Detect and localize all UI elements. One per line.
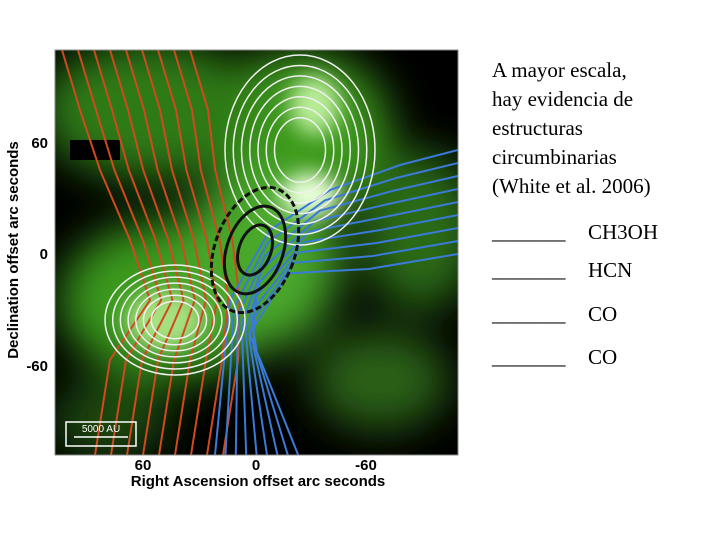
legend-line: _______ bbox=[491, 220, 566, 244]
red-contour bbox=[93, 50, 174, 455]
blue-contour bbox=[248, 253, 458, 455]
legend-line: _______ bbox=[491, 345, 566, 369]
blue-contour bbox=[252, 227, 458, 455]
white-contour bbox=[150, 300, 200, 340]
red-contour bbox=[125, 50, 196, 455]
legend-label: CH3OH bbox=[588, 220, 658, 244]
blue-contour bbox=[250, 240, 458, 455]
x-tick-label: 60 bbox=[135, 457, 152, 474]
blue-contour bbox=[244, 201, 458, 455]
legend-line: _______ bbox=[491, 302, 566, 326]
legend-label: CO bbox=[588, 302, 617, 326]
blue-contour bbox=[248, 214, 458, 455]
red-contour bbox=[141, 50, 208, 455]
white-contour bbox=[257, 96, 343, 204]
blue-contour bbox=[214, 149, 458, 455]
y-tick-label: -60 bbox=[26, 358, 48, 375]
white-contour bbox=[104, 264, 246, 376]
legend: _______ CH3OH _______ HCN _______ CO _______ CO bbox=[491, 220, 658, 369]
red-contour bbox=[61, 50, 152, 455]
white-contour bbox=[249, 85, 351, 215]
legend-label: CO bbox=[588, 345, 617, 369]
white-contour bbox=[127, 282, 223, 358]
x-tick-label: -60 bbox=[355, 457, 377, 474]
contour-image: 5000 AU bbox=[55, 50, 458, 455]
x-tick-label: 0 bbox=[252, 457, 260, 474]
blue-contour bbox=[240, 188, 458, 455]
black-contour bbox=[236, 223, 274, 277]
white-contour bbox=[119, 276, 231, 364]
paragraph-line: A mayor escala, bbox=[492, 58, 627, 82]
paragraph: A mayor escala, hay evidencia de estructur… bbox=[492, 58, 651, 198]
y-tick-label: 0 bbox=[40, 246, 48, 263]
paragraph-line: (White et al. 2006) bbox=[492, 174, 651, 198]
black-contour bbox=[222, 204, 288, 296]
red-contour bbox=[109, 50, 185, 455]
legend-label: HCN bbox=[588, 258, 632, 282]
white-contour bbox=[273, 116, 327, 184]
paragraph-line: circumbinarias bbox=[492, 145, 617, 169]
white-contour bbox=[265, 106, 335, 194]
white-contour bbox=[232, 64, 368, 236]
red-contour bbox=[157, 50, 219, 455]
white-contour bbox=[142, 294, 208, 346]
blue-contour bbox=[224, 162, 458, 455]
image-frame bbox=[54, 49, 459, 456]
paragraph-line: estructuras bbox=[492, 116, 583, 140]
black-contour bbox=[209, 185, 301, 315]
white-contour bbox=[111, 270, 239, 370]
scale-bar-label: 5000 AU bbox=[82, 424, 120, 435]
white-contour bbox=[240, 75, 360, 225]
legend-line: _______ bbox=[491, 258, 566, 282]
white-contour bbox=[224, 54, 376, 246]
x-axis-label: Right Ascension offset arc seconds bbox=[131, 473, 386, 490]
y-tick-label: 60 bbox=[31, 135, 48, 152]
paragraph-line: hay evidencia de bbox=[492, 87, 633, 111]
y-axis-label: Declination offset arc seconds bbox=[5, 141, 22, 359]
white-contour bbox=[135, 288, 215, 352]
scale-bar: 5000 AU bbox=[65, 421, 137, 447]
